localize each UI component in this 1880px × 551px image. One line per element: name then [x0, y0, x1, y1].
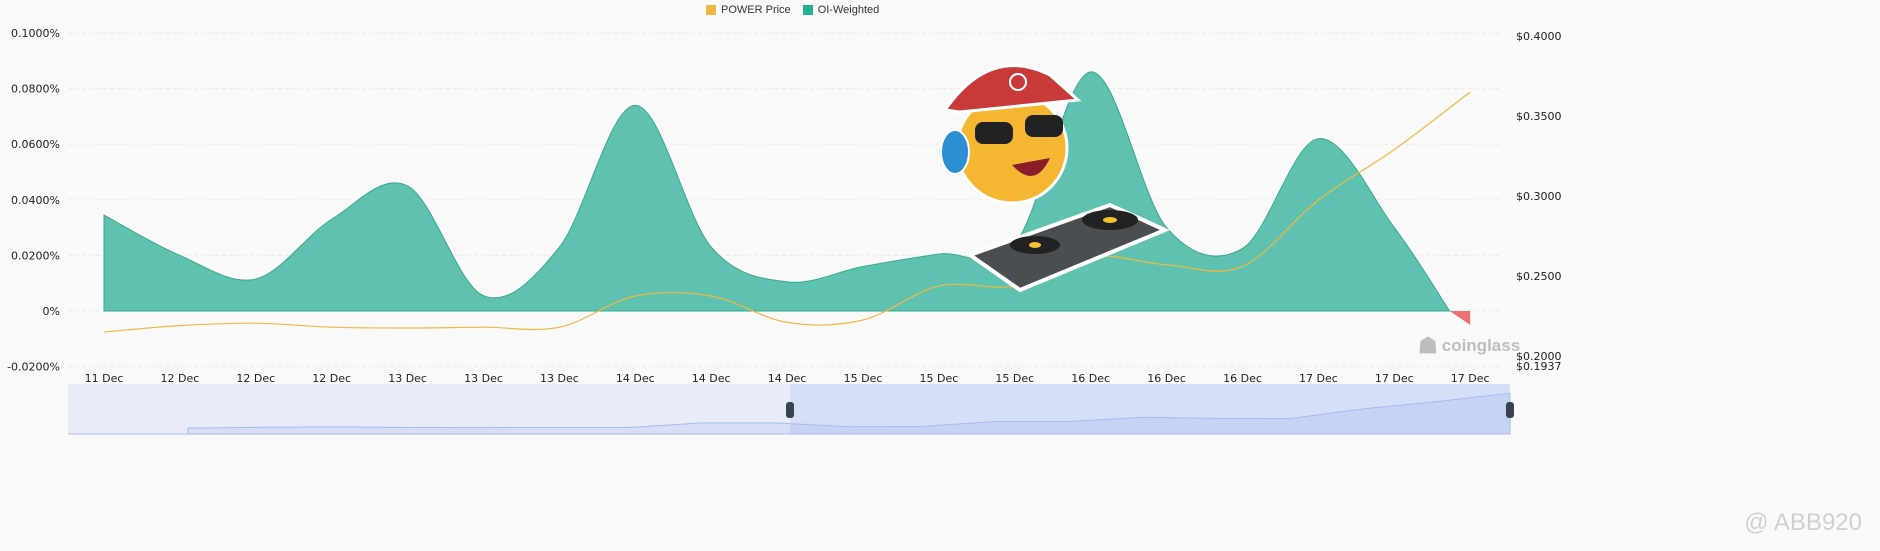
- oi-weighted-negative-area: [1449, 311, 1471, 325]
- legend-oi-weighted[interactable]: OI-Weighted: [802, 4, 880, 16]
- dj-sticker-image: [940, 64, 1171, 293]
- left-tick-label: 0.0200%: [11, 249, 60, 262]
- x-tick-label: 17 Dec: [1451, 372, 1490, 385]
- x-tick-label: 13 Dec: [388, 372, 427, 385]
- left-tick-label: 0%: [43, 305, 60, 318]
- legend-label: POWER Price: [721, 4, 791, 16]
- x-tick-label: 13 Dec: [540, 372, 579, 385]
- right-tick-label: $0.2000: [1516, 350, 1562, 363]
- x-tick-label: 14 Dec: [768, 372, 807, 385]
- x-tick-label: 12 Dec: [312, 372, 351, 385]
- left-tick-label: -0.0200%: [7, 361, 60, 374]
- right-tick-label: $0.3000: [1516, 190, 1562, 203]
- left-tick-label: 0.1000%: [11, 27, 60, 40]
- left-tick-label: 0.0800%: [11, 83, 60, 96]
- navigator-series: [68, 392, 1511, 435]
- right-tick-label: $0.3500: [1516, 110, 1562, 123]
- legend: POWER Price OI-Weighted: [706, 4, 879, 16]
- x-tick-label: 12 Dec: [236, 372, 275, 385]
- x-tick-label: 15 Dec: [995, 372, 1034, 385]
- x-tick-label: 17 Dec: [1375, 372, 1414, 385]
- navigator-selected-range: [790, 384, 1510, 434]
- navigator-handle[interactable]: [1506, 402, 1514, 418]
- legend-label: OI-Weighted: [817, 4, 880, 16]
- legend-swatch: [802, 5, 813, 15]
- x-tick-label: 14 Dec: [692, 372, 731, 385]
- x-tick-label: 12 Dec: [161, 372, 200, 385]
- x-tick-label: 14 Dec: [616, 372, 655, 385]
- left-tick-label: 0.0400%: [11, 194, 60, 207]
- right-tick-label: $0.2500: [1516, 270, 1562, 283]
- x-tick-label: 15 Dec: [844, 372, 883, 385]
- right-tick-label: $0.4000: [1516, 30, 1562, 43]
- navigator-handle[interactable]: [786, 402, 794, 418]
- x-tick-label: 11 Dec: [85, 372, 124, 385]
- watermark-text: coinglass: [1441, 336, 1521, 355]
- coinglass-watermark: ☗ coinglass: [1418, 333, 1521, 358]
- power-price-line: [103, 91, 1471, 333]
- right-tick-label: $0.1937: [1516, 360, 1562, 373]
- left-tick-label: 0.0600%: [11, 138, 60, 151]
- x-tick-label: 16 Dec: [1223, 372, 1262, 385]
- credit-watermark: @ ABB920: [1744, 509, 1862, 536]
- oi-weighted-area: [103, 71, 1451, 312]
- x-tick-label: 13 Dec: [464, 372, 503, 385]
- x-tick-label: 15 Dec: [920, 372, 959, 385]
- x-tick-label: 16 Dec: [1147, 372, 1186, 385]
- legend-swatch: [706, 5, 716, 15]
- legend-power-price[interactable]: POWER Price: [706, 4, 791, 16]
- x-tick-label: 17 Dec: [1299, 372, 1338, 385]
- x-tick-label: 16 Dec: [1071, 372, 1110, 385]
